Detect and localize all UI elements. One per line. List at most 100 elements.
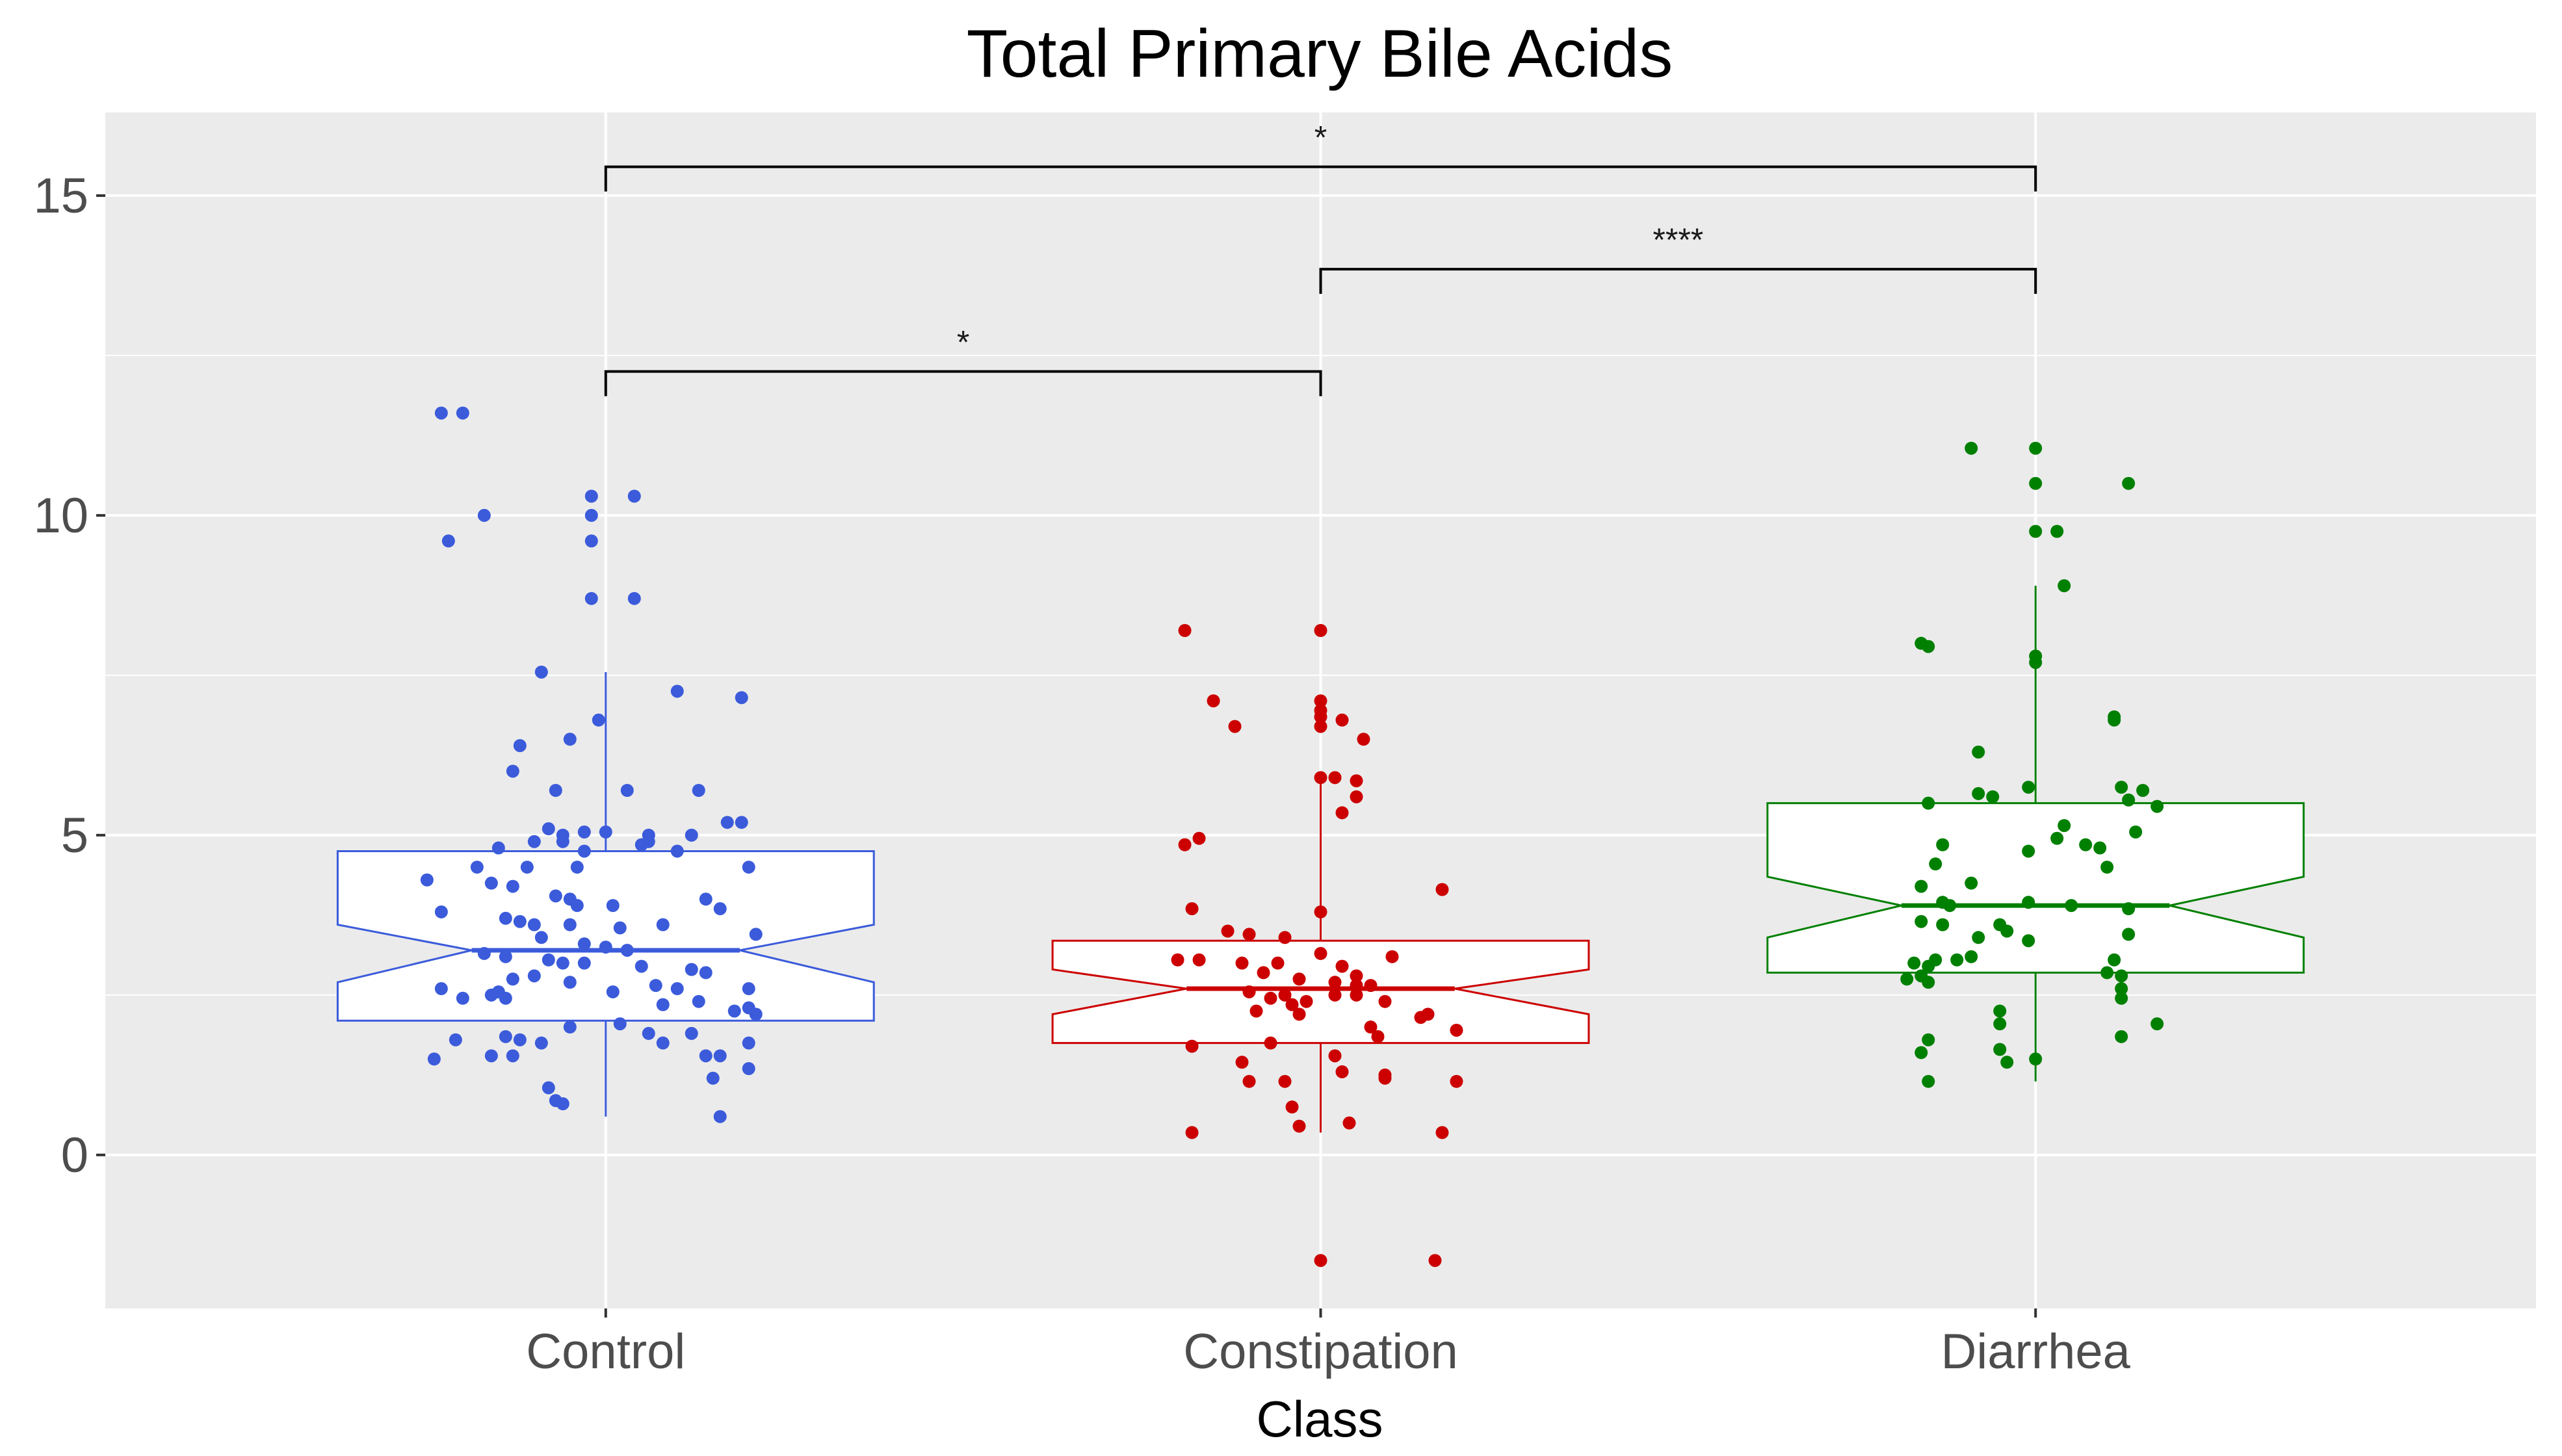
data-point — [577, 937, 591, 951]
data-point — [1235, 1056, 1249, 1069]
data-point — [2029, 525, 2043, 538]
data-point — [1314, 720, 1327, 733]
data-point — [513, 1033, 527, 1046]
data-point — [427, 1052, 441, 1066]
data-point — [506, 972, 519, 986]
significance-label: **** — [1653, 222, 1703, 258]
data-point — [477, 946, 491, 960]
x-tick-label: Diarrhea — [1941, 1324, 2130, 1379]
significance-label: * — [1314, 120, 1327, 156]
chart-title: Total Primary Bile Acids — [967, 16, 1673, 92]
data-point — [549, 783, 562, 797]
data-point — [599, 825, 612, 838]
data-point — [534, 931, 548, 944]
data-point — [735, 691, 748, 705]
data-point — [2050, 525, 2064, 538]
y-tick-label: 10 — [33, 488, 88, 543]
data-point — [2022, 934, 2035, 948]
data-point — [1915, 879, 1928, 893]
data-point — [563, 1020, 577, 1034]
data-point — [527, 835, 541, 848]
data-point — [534, 665, 548, 679]
data-point — [1242, 928, 1256, 941]
data-point — [584, 592, 598, 605]
data-point — [499, 1030, 512, 1043]
data-point — [1922, 1074, 1935, 1088]
data-point — [1178, 624, 1192, 638]
data-point — [685, 1026, 698, 1040]
data-point — [513, 915, 527, 928]
data-point — [1185, 902, 1199, 916]
data-point — [499, 950, 512, 963]
data-point — [499, 911, 512, 925]
data-point — [1965, 441, 1978, 455]
data-point — [1950, 953, 1964, 967]
data-point — [506, 1049, 519, 1063]
data-point — [606, 899, 620, 913]
data-point — [2100, 966, 2114, 980]
data-point — [1364, 1020, 1378, 1034]
data-point — [570, 861, 584, 874]
data-point — [2093, 841, 2107, 855]
data-point — [1328, 1049, 1342, 1063]
data-point — [1922, 640, 1935, 653]
data-point — [1300, 994, 1313, 1008]
data-point — [1435, 883, 1449, 896]
data-point — [670, 684, 684, 698]
data-point — [2122, 902, 2136, 916]
data-point — [434, 406, 448, 420]
data-point — [2115, 991, 2128, 1005]
data-point — [1936, 838, 1950, 852]
data-point — [1285, 998, 1299, 1011]
data-point — [1922, 796, 1935, 810]
data-point — [1314, 710, 1327, 723]
data-point — [1915, 915, 1928, 928]
data-point — [2058, 579, 2071, 593]
data-point — [620, 783, 634, 797]
data-point — [627, 592, 641, 605]
data-point — [1292, 972, 1306, 986]
data-point — [2150, 800, 2164, 813]
data-point — [2029, 441, 2043, 455]
data-point — [706, 1071, 720, 1085]
data-point — [420, 873, 434, 887]
data-point — [563, 733, 577, 746]
data-point — [2029, 1052, 2043, 1066]
data-point — [1350, 969, 1363, 983]
data-point — [2058, 819, 2071, 833]
data-point — [649, 979, 662, 993]
data-point — [720, 816, 734, 829]
data-point — [613, 921, 627, 935]
y-tick-label: 15 — [33, 168, 88, 224]
data-point — [656, 998, 670, 1011]
data-point — [1993, 1017, 2007, 1031]
data-point — [2122, 793, 2136, 807]
data-point — [584, 489, 598, 503]
data-point — [1278, 988, 1292, 1002]
data-point — [1450, 1074, 1463, 1088]
data-point — [1264, 1036, 1277, 1050]
data-point — [1171, 953, 1184, 967]
notched-box — [336, 850, 875, 1022]
data-point — [491, 841, 505, 855]
data-point — [1435, 1126, 1449, 1139]
data-point — [1335, 959, 1349, 973]
data-point — [1922, 959, 1935, 973]
data-point — [1228, 720, 1242, 733]
data-point — [1907, 956, 1921, 970]
y-tick-label: 0 — [61, 1128, 88, 1183]
data-point — [556, 1097, 569, 1111]
data-point — [441, 534, 455, 548]
data-point — [1936, 918, 1950, 931]
data-point — [1993, 1004, 2007, 1018]
data-point — [1264, 991, 1277, 1005]
data-point — [1292, 1119, 1306, 1133]
data-point — [506, 879, 519, 893]
data-point — [1328, 771, 1342, 785]
data-point — [434, 905, 448, 918]
data-point — [449, 1033, 462, 1046]
data-point — [685, 828, 698, 842]
data-point — [1965, 950, 1978, 963]
data-point — [1335, 806, 1349, 820]
